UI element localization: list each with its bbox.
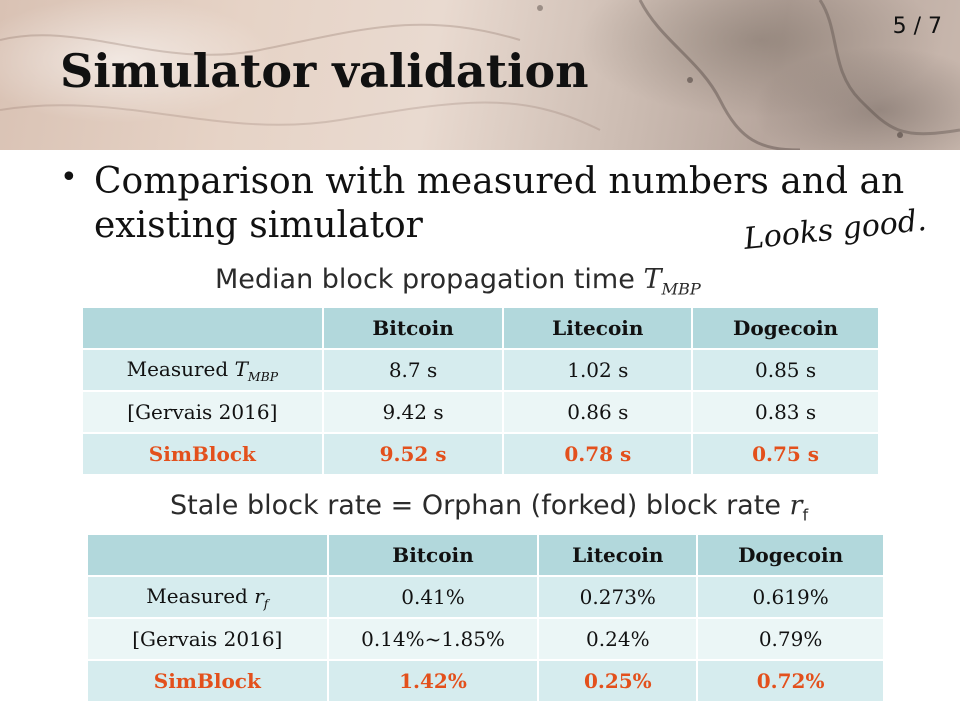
row-label: [Gervais 2016] bbox=[88, 618, 329, 661]
table-header-cell: Dogecoin bbox=[697, 535, 885, 577]
page-number: 5 / 7 bbox=[892, 14, 942, 39]
table-cell: 0.86 s bbox=[503, 391, 694, 434]
table2-caption-sub: f bbox=[802, 505, 809, 525]
row-label-text: Measured bbox=[126, 356, 235, 381]
table-header-cell: Bitcoin bbox=[327, 535, 540, 577]
table-header-cell: Bitcoin bbox=[322, 308, 505, 350]
table-header-row: Bitcoin Litecoin Dogecoin bbox=[83, 308, 880, 350]
table-cell: 0.85 s bbox=[692, 349, 880, 392]
row-label-text: Measured bbox=[146, 583, 255, 608]
propagation-time-table: Bitcoin Litecoin Dogecoin Measured TMBP … bbox=[83, 308, 880, 476]
table-cell: 1.42% bbox=[327, 660, 540, 703]
row-label-sub: MBP bbox=[247, 368, 279, 384]
table-cell: 0.24% bbox=[538, 618, 699, 661]
stale-block-rate-table: Bitcoin Litecoin Dogecoin Measured rf 0.… bbox=[88, 535, 885, 703]
row-label-var: r bbox=[254, 583, 264, 608]
table-cell: 1.02 s bbox=[503, 349, 694, 392]
table-row: Measured TMBP 8.7 s 1.02 s 0.85 s bbox=[83, 349, 880, 392]
table-row-simblock: SimBlock 1.42% 0.25% 0.72% bbox=[88, 660, 885, 703]
bullet-text: Comparison with measured numbers and an … bbox=[94, 161, 905, 246]
table2-caption: Stale block rate = Orphan (forked) block… bbox=[170, 490, 808, 524]
table-row: [Gervais 2016] 0.14%~1.85% 0.24% 0.79% bbox=[88, 618, 885, 661]
table1-caption-text: Median block propagation time bbox=[215, 264, 644, 295]
table-cell: 0.72% bbox=[697, 660, 885, 703]
table-cell: 0.25% bbox=[538, 660, 699, 703]
table1-caption-var: T bbox=[643, 264, 662, 295]
table1-caption-sub: MBP bbox=[661, 279, 701, 299]
row-label: [Gervais 2016] bbox=[83, 391, 324, 434]
table-header-cell bbox=[88, 535, 329, 577]
row-label: SimBlock bbox=[83, 433, 324, 476]
table-header-cell bbox=[83, 308, 324, 350]
table-cell: 0.78 s bbox=[503, 433, 694, 476]
table-header-cell: Dogecoin bbox=[692, 308, 880, 350]
table-cell: 8.7 s bbox=[322, 349, 505, 392]
table-cell: 0.619% bbox=[697, 576, 885, 619]
table-cell: 0.83 s bbox=[692, 391, 880, 434]
table-cell: 0.14%~1.85% bbox=[327, 618, 540, 661]
title-banner: 5 / 7 Simulator validation bbox=[0, 0, 960, 150]
row-label: Measured TMBP bbox=[83, 349, 324, 392]
table-header-cell: Litecoin bbox=[503, 308, 694, 350]
table-cell: 0.75 s bbox=[692, 433, 880, 476]
table-cell: 0.79% bbox=[697, 618, 885, 661]
row-label-var: T bbox=[234, 356, 248, 381]
bullet-icon: • bbox=[60, 160, 78, 195]
row-label: SimBlock bbox=[88, 660, 329, 703]
table-row: [Gervais 2016] 9.42 s 0.86 s 0.83 s bbox=[83, 391, 880, 434]
row-label: Measured rf bbox=[88, 576, 329, 619]
table-cell: 9.42 s bbox=[322, 391, 505, 434]
table1-caption: Median block propagation time TMBP bbox=[215, 264, 701, 298]
table-row-simblock: SimBlock 9.52 s 0.78 s 0.75 s bbox=[83, 433, 880, 476]
map-background-image bbox=[0, 0, 960, 150]
table2-caption-var: r bbox=[789, 490, 803, 521]
table2-caption-text: Stale block rate = Orphan (forked) block… bbox=[170, 490, 790, 521]
table-header-cell: Litecoin bbox=[538, 535, 699, 577]
table-header-row: Bitcoin Litecoin Dogecoin bbox=[88, 535, 885, 577]
table-row: Measured rf 0.41% 0.273% 0.619% bbox=[88, 576, 885, 619]
table-cell: 0.273% bbox=[538, 576, 699, 619]
table-cell: 9.52 s bbox=[322, 433, 505, 476]
slide-title: Simulator validation bbox=[60, 44, 589, 98]
row-label-sub: f bbox=[263, 595, 269, 611]
table-cell: 0.41% bbox=[327, 576, 540, 619]
